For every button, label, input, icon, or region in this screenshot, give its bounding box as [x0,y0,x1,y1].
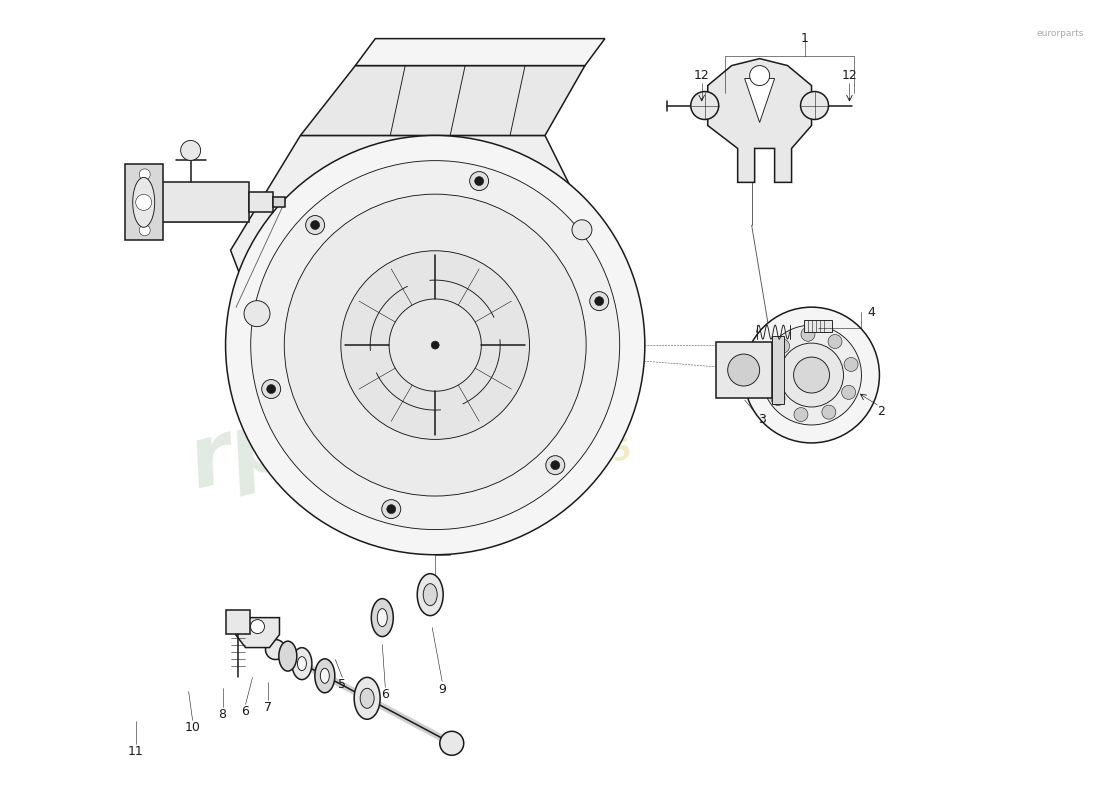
Circle shape [590,292,608,310]
Ellipse shape [417,574,443,616]
Circle shape [691,91,718,119]
Ellipse shape [377,609,387,626]
Polygon shape [745,78,774,122]
Circle shape [771,391,785,406]
Circle shape [776,339,790,353]
Ellipse shape [292,648,312,679]
Circle shape [842,386,856,399]
Circle shape [780,343,844,407]
Circle shape [794,407,807,422]
Circle shape [844,358,858,371]
Circle shape [750,66,770,86]
Circle shape [180,141,200,161]
Circle shape [475,177,484,186]
Circle shape [310,221,320,230]
Circle shape [140,225,151,236]
Text: eurorparts: eurorparts [1036,29,1085,38]
Polygon shape [231,135,635,408]
Circle shape [551,461,560,470]
Circle shape [828,334,842,349]
Polygon shape [707,58,812,182]
Circle shape [382,500,400,518]
Circle shape [793,357,829,393]
Circle shape [251,620,264,634]
Circle shape [262,379,280,398]
Text: 12: 12 [842,69,857,82]
Circle shape [389,299,482,391]
Polygon shape [355,38,605,66]
Ellipse shape [133,178,155,227]
Ellipse shape [360,688,374,708]
Circle shape [761,325,861,425]
FancyBboxPatch shape [771,336,783,404]
Ellipse shape [315,659,334,693]
Circle shape [284,194,586,496]
Text: 6: 6 [382,688,389,701]
Ellipse shape [320,668,329,683]
Text: your passion for parts: your passion for parts [394,380,606,450]
Circle shape [431,341,439,349]
Circle shape [572,220,592,240]
Text: euro: euro [231,273,465,407]
Text: 5: 5 [339,678,346,691]
Circle shape [440,731,464,755]
FancyBboxPatch shape [124,165,163,240]
Text: 4: 4 [868,306,876,318]
Circle shape [265,639,286,659]
Ellipse shape [372,598,394,637]
FancyBboxPatch shape [274,198,286,207]
Ellipse shape [424,584,437,606]
Text: 10: 10 [185,721,200,734]
FancyBboxPatch shape [249,192,274,212]
FancyBboxPatch shape [226,610,250,634]
Circle shape [251,161,619,530]
Circle shape [801,91,828,119]
Circle shape [226,135,645,554]
Text: rparts: rparts [180,354,490,506]
Circle shape [470,171,488,190]
Text: since 1985: since 1985 [465,436,635,504]
Circle shape [595,297,604,306]
Circle shape [306,215,324,234]
Text: 1: 1 [801,32,808,45]
Circle shape [744,307,879,443]
Ellipse shape [278,641,297,671]
Text: 6: 6 [242,705,250,718]
Text: 3: 3 [758,414,766,426]
Polygon shape [300,66,585,135]
Circle shape [341,250,529,439]
FancyBboxPatch shape [161,182,249,222]
Ellipse shape [297,657,307,670]
Text: 12: 12 [694,69,710,82]
Circle shape [387,505,396,514]
FancyBboxPatch shape [716,342,771,398]
Text: 2: 2 [878,406,886,418]
Circle shape [135,194,152,210]
Circle shape [728,354,760,386]
Text: 8: 8 [219,708,227,721]
Text: 11: 11 [128,745,144,758]
Circle shape [266,385,276,394]
Circle shape [244,301,270,326]
Circle shape [763,365,778,378]
Circle shape [801,327,815,342]
Circle shape [546,456,564,474]
Circle shape [140,169,151,180]
Ellipse shape [354,678,381,719]
Polygon shape [235,618,279,647]
Text: 9: 9 [438,683,447,696]
FancyBboxPatch shape [804,320,832,332]
Text: 7: 7 [264,701,273,714]
Circle shape [822,405,836,419]
